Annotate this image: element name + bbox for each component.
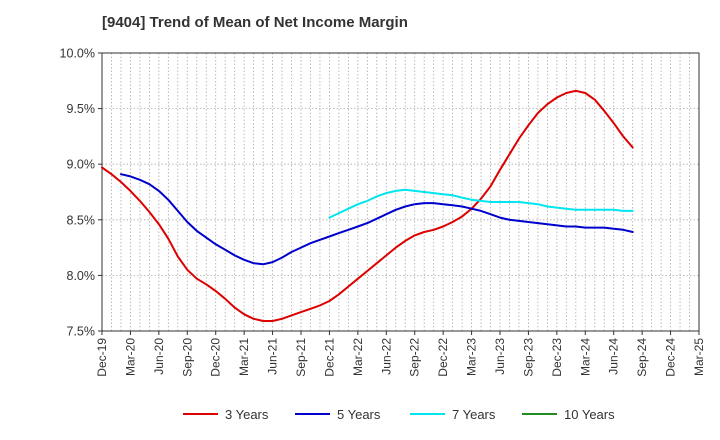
x-tick-label: Sep-24 xyxy=(635,338,649,377)
x-tick-label: Dec-21 xyxy=(322,338,336,377)
y-tick-label: 8.5% xyxy=(67,213,96,227)
x-tick-label: Mar-21 xyxy=(237,338,251,376)
y-tick-label: 9.0% xyxy=(67,158,96,172)
x-tick-label: Sep-21 xyxy=(294,338,308,377)
x-tick-label: Jun-23 xyxy=(493,338,507,375)
y-tick-label: 8.0% xyxy=(67,269,96,283)
series-line-3-years xyxy=(101,89,634,322)
chart-title: [9404] Trend of Mean of Net Income Margi… xyxy=(102,14,408,31)
y-tick-label: 7.5% xyxy=(67,325,96,339)
x-tick-label: Dec-22 xyxy=(436,338,450,377)
x-tick-label: Jun-20 xyxy=(152,338,166,375)
x-tick-label: Jun-22 xyxy=(379,338,393,375)
x-tick-label: Dec-24 xyxy=(664,338,678,377)
series-line-5-years xyxy=(120,173,634,266)
legend-label: 5 Years xyxy=(337,407,381,422)
x-tick-label: Mar-20 xyxy=(123,338,137,376)
x-tick-label: Sep-20 xyxy=(180,338,194,377)
y-tick-label: 10.0% xyxy=(60,47,95,61)
legend-label: 7 Years xyxy=(452,407,496,422)
x-tick-label: Jun-21 xyxy=(266,338,280,375)
x-tick-label: Mar-24 xyxy=(578,338,592,376)
x-tick-label: Dec-19 xyxy=(95,338,109,377)
series-line-7-years xyxy=(328,188,634,219)
plot-area xyxy=(101,52,700,332)
y-tick-label: 9.5% xyxy=(67,102,96,116)
x-tick-label: Dec-20 xyxy=(209,338,223,377)
x-tick-label: Mar-23 xyxy=(465,338,479,376)
legend-label: 3 Years xyxy=(225,407,269,422)
x-tick-label: Sep-23 xyxy=(521,338,535,377)
legend-label: 10 Years xyxy=(564,407,615,422)
x-tick-label: Mar-25 xyxy=(692,338,706,376)
x-tick-label: Mar-22 xyxy=(351,338,365,376)
x-tick-label: Sep-22 xyxy=(408,338,422,377)
x-tick-label: Jun-24 xyxy=(607,338,621,375)
x-tick-label: Dec-23 xyxy=(550,338,564,377)
